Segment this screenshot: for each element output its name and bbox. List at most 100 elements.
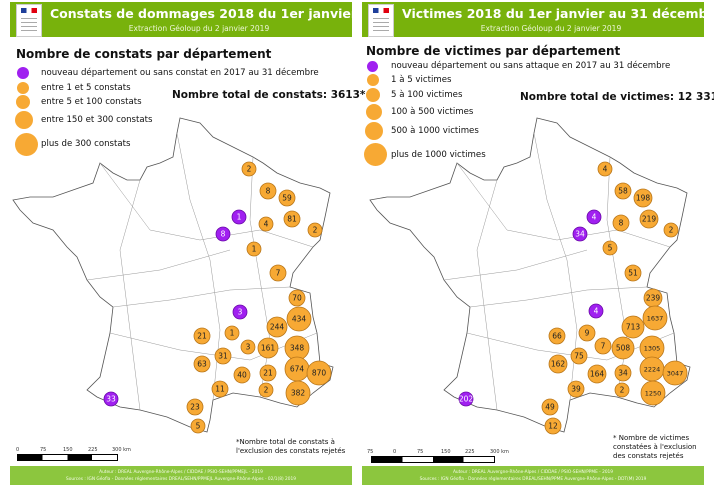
footer-sources: Sources : IGN Géofla - Données réglement… — [66, 477, 296, 482]
bubble-circle — [214, 347, 232, 365]
bubble-value: 239 — [646, 294, 661, 303]
department-bubble: 34 — [614, 364, 632, 382]
new-department-bubble: 3 — [232, 304, 248, 320]
bubble-circle — [597, 161, 613, 177]
department-bubble: 5 — [190, 418, 206, 434]
legend-swatch-100-500 — [366, 104, 382, 120]
scale-label: 75 — [367, 449, 374, 455]
bubble-circle — [246, 241, 262, 257]
bubble-value: 1637 — [647, 315, 664, 323]
bubble-value: 4 — [592, 213, 597, 222]
bubble-value: 713 — [626, 323, 641, 332]
department-border — [86, 249, 231, 281]
department-bubble: 198 — [633, 188, 653, 208]
department-bubble: 59 — [278, 189, 296, 207]
bubble-value: 1250 — [645, 390, 662, 398]
bubble-value: 244 — [270, 323, 285, 332]
bubble-value: 434 — [292, 315, 307, 324]
footer-author: Auteur : DREAL Auvergne-Rhône-Alpes / CI… — [452, 470, 614, 475]
department-bubble: 382 — [285, 380, 311, 406]
bubble-circle — [633, 188, 653, 208]
department-bubble: 1 — [224, 325, 240, 341]
department-border — [476, 179, 498, 411]
legend-item: 1 à 5 victimes — [391, 75, 452, 85]
department-bubble: 4 — [597, 161, 613, 177]
bubble-value: 70 — [292, 294, 302, 303]
department-bubble: 2 — [614, 382, 630, 398]
department-bubble: 674 — [284, 356, 310, 382]
bubble-circle — [614, 364, 632, 382]
bubble-value: 2 — [620, 386, 625, 395]
bubble-circle — [288, 289, 306, 307]
department-bubble: 49 — [541, 398, 559, 416]
bubble-value: 4 — [603, 165, 608, 174]
scale-label: 75 — [40, 447, 47, 453]
france-outline — [369, 117, 691, 433]
new-department-bubble: 202 — [458, 391, 474, 407]
bubble-circle — [259, 364, 277, 382]
footer-sources: Sources : IGN Géofla - Données réglement… — [419, 477, 647, 482]
department-bubble: 31 — [214, 347, 232, 365]
legend-item: nouveau département ou sans attaque en 2… — [391, 61, 671, 71]
bubble-circle — [240, 339, 256, 355]
bubble-circle — [612, 214, 630, 232]
bubble-value: 58 — [618, 187, 628, 196]
bubble-value: 1 — [230, 329, 235, 338]
footer-credits: Auteur : DREAL Auvergne-Rhône-Alpes / CI… — [362, 466, 704, 485]
legend-swatch-1-5 — [367, 74, 379, 86]
department-bubble: 7 — [269, 264, 287, 282]
department-bubble: 713 — [621, 315, 645, 339]
new-department-bubble: 33 — [103, 391, 119, 407]
bubble-circle — [548, 327, 566, 345]
department-bubble: 21 — [193, 327, 211, 345]
legend-swatch-new — [17, 67, 29, 79]
bubble-value: 4 — [594, 307, 599, 316]
department-bubble: 162 — [548, 354, 568, 374]
bubble-value: 219 — [642, 215, 657, 224]
department-bubble: 2 — [663, 222, 679, 238]
scale-label: 150 — [63, 447, 73, 453]
total-count: Nombre total de victimes: 12 331* — [520, 91, 714, 103]
bubble-circle — [283, 210, 301, 228]
bubble-circle — [614, 382, 630, 398]
total-count: Nombre total de constats: 3613* — [172, 89, 366, 101]
department-bubble: 2224 — [639, 356, 665, 382]
bubble-circle — [640, 380, 666, 406]
department-bubble: 7 — [594, 337, 612, 355]
bubble-value: 34 — [575, 230, 585, 239]
legend-item: 500 à 1000 victimes — [391, 126, 479, 136]
bubble-value: 40 — [237, 371, 247, 380]
department-bubble: 3047 — [662, 360, 688, 386]
bubble-value: 3 — [246, 343, 251, 352]
department-bubble: 40 — [233, 366, 251, 384]
bubble-value: 63 — [197, 360, 207, 369]
bubble-value: 11 — [215, 385, 225, 394]
bubble-circle — [286, 306, 312, 332]
department-border — [112, 286, 291, 308]
bubble-circle — [211, 380, 229, 398]
bubble-value: 5 — [196, 422, 201, 431]
bubble-circle — [548, 354, 568, 374]
department-bubble: 9 — [578, 324, 596, 342]
prefecture-logo — [368, 4, 394, 37]
department-bubble: 4 — [258, 216, 274, 232]
legend-item: entre 5 et 100 constats — [41, 97, 142, 107]
department-bubble: 58 — [614, 182, 632, 200]
bubble-value: 75 — [574, 352, 584, 361]
bubble-value: 2 — [264, 386, 269, 395]
department-bubble: 66 — [548, 327, 566, 345]
bubble-circle — [193, 355, 211, 373]
prefecture-logo — [16, 4, 42, 37]
scale-bar — [371, 456, 495, 463]
bubble-value: 198 — [636, 194, 651, 203]
bubble-value: 1 — [252, 245, 257, 254]
legend-swatch-300-plus — [15, 133, 38, 156]
scale-label: 0 — [393, 449, 397, 455]
legend-swatch-1000-plus — [364, 143, 387, 166]
department-border — [99, 162, 314, 248]
bubble-circle — [642, 305, 668, 331]
bubble-value: 1 — [237, 213, 242, 222]
damage-reports-map-panel: Constats de dommages 2018 du 1er janvier… — [10, 2, 366, 485]
bubble-value: 8 — [619, 219, 624, 228]
